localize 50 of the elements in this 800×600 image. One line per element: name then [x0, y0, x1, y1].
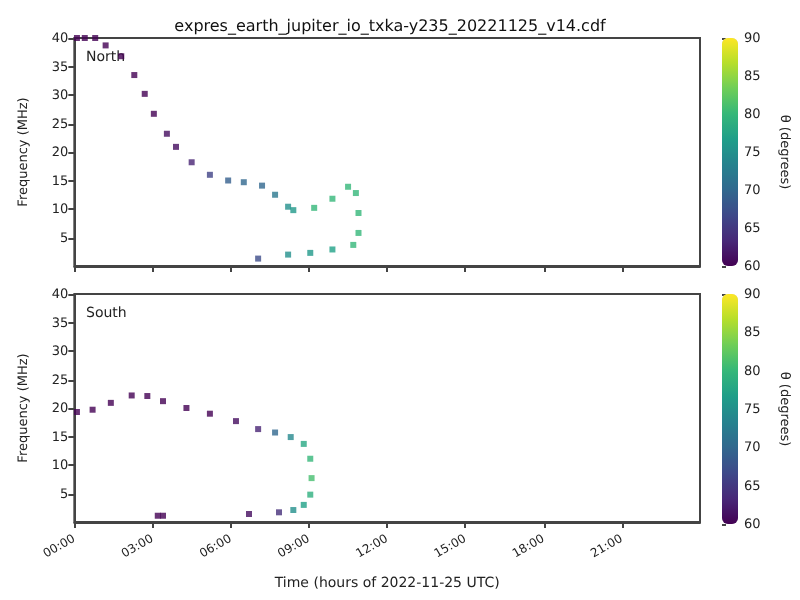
- point: [206, 410, 213, 417]
- point: [272, 191, 279, 198]
- point: [128, 392, 135, 399]
- point: [352, 190, 359, 197]
- point: [345, 183, 352, 190]
- chart-title: expres_earth_jupiter_io_txka-y235_20221125_v14.cdf: [174, 17, 607, 35]
- point: [307, 491, 314, 498]
- point: [107, 399, 114, 406]
- point: [232, 418, 239, 425]
- point: [255, 426, 262, 433]
- point: [300, 440, 307, 447]
- point: [159, 398, 166, 405]
- point: [81, 35, 88, 41]
- point: [287, 434, 294, 441]
- point: [329, 195, 336, 202]
- point: [173, 143, 180, 150]
- point: [225, 177, 232, 184]
- point: [150, 110, 157, 117]
- point: [159, 512, 166, 519]
- point: [307, 455, 314, 462]
- point: [355, 229, 362, 236]
- point: [285, 203, 292, 210]
- point: [240, 179, 247, 186]
- point: [131, 72, 138, 79]
- point: [141, 90, 148, 97]
- point: [307, 249, 314, 256]
- point: [183, 405, 190, 411]
- point: [275, 509, 282, 516]
- point: [89, 406, 96, 413]
- point: [102, 42, 109, 49]
- point: [73, 35, 80, 41]
- point: [144, 393, 151, 400]
- point: [311, 204, 318, 211]
- point: [285, 251, 292, 258]
- point: [350, 241, 357, 248]
- point: [259, 182, 266, 189]
- point: [329, 246, 336, 253]
- point: [73, 408, 80, 415]
- point: [290, 507, 297, 514]
- point: [272, 429, 279, 436]
- point: [308, 475, 315, 482]
- point: [246, 511, 252, 518]
- point: [206, 171, 213, 178]
- point: [355, 209, 362, 216]
- point: [163, 130, 170, 137]
- point: [290, 207, 297, 214]
- point: [300, 501, 307, 508]
- point: [188, 159, 195, 166]
- point: [92, 35, 99, 41]
- point: [255, 255, 262, 262]
